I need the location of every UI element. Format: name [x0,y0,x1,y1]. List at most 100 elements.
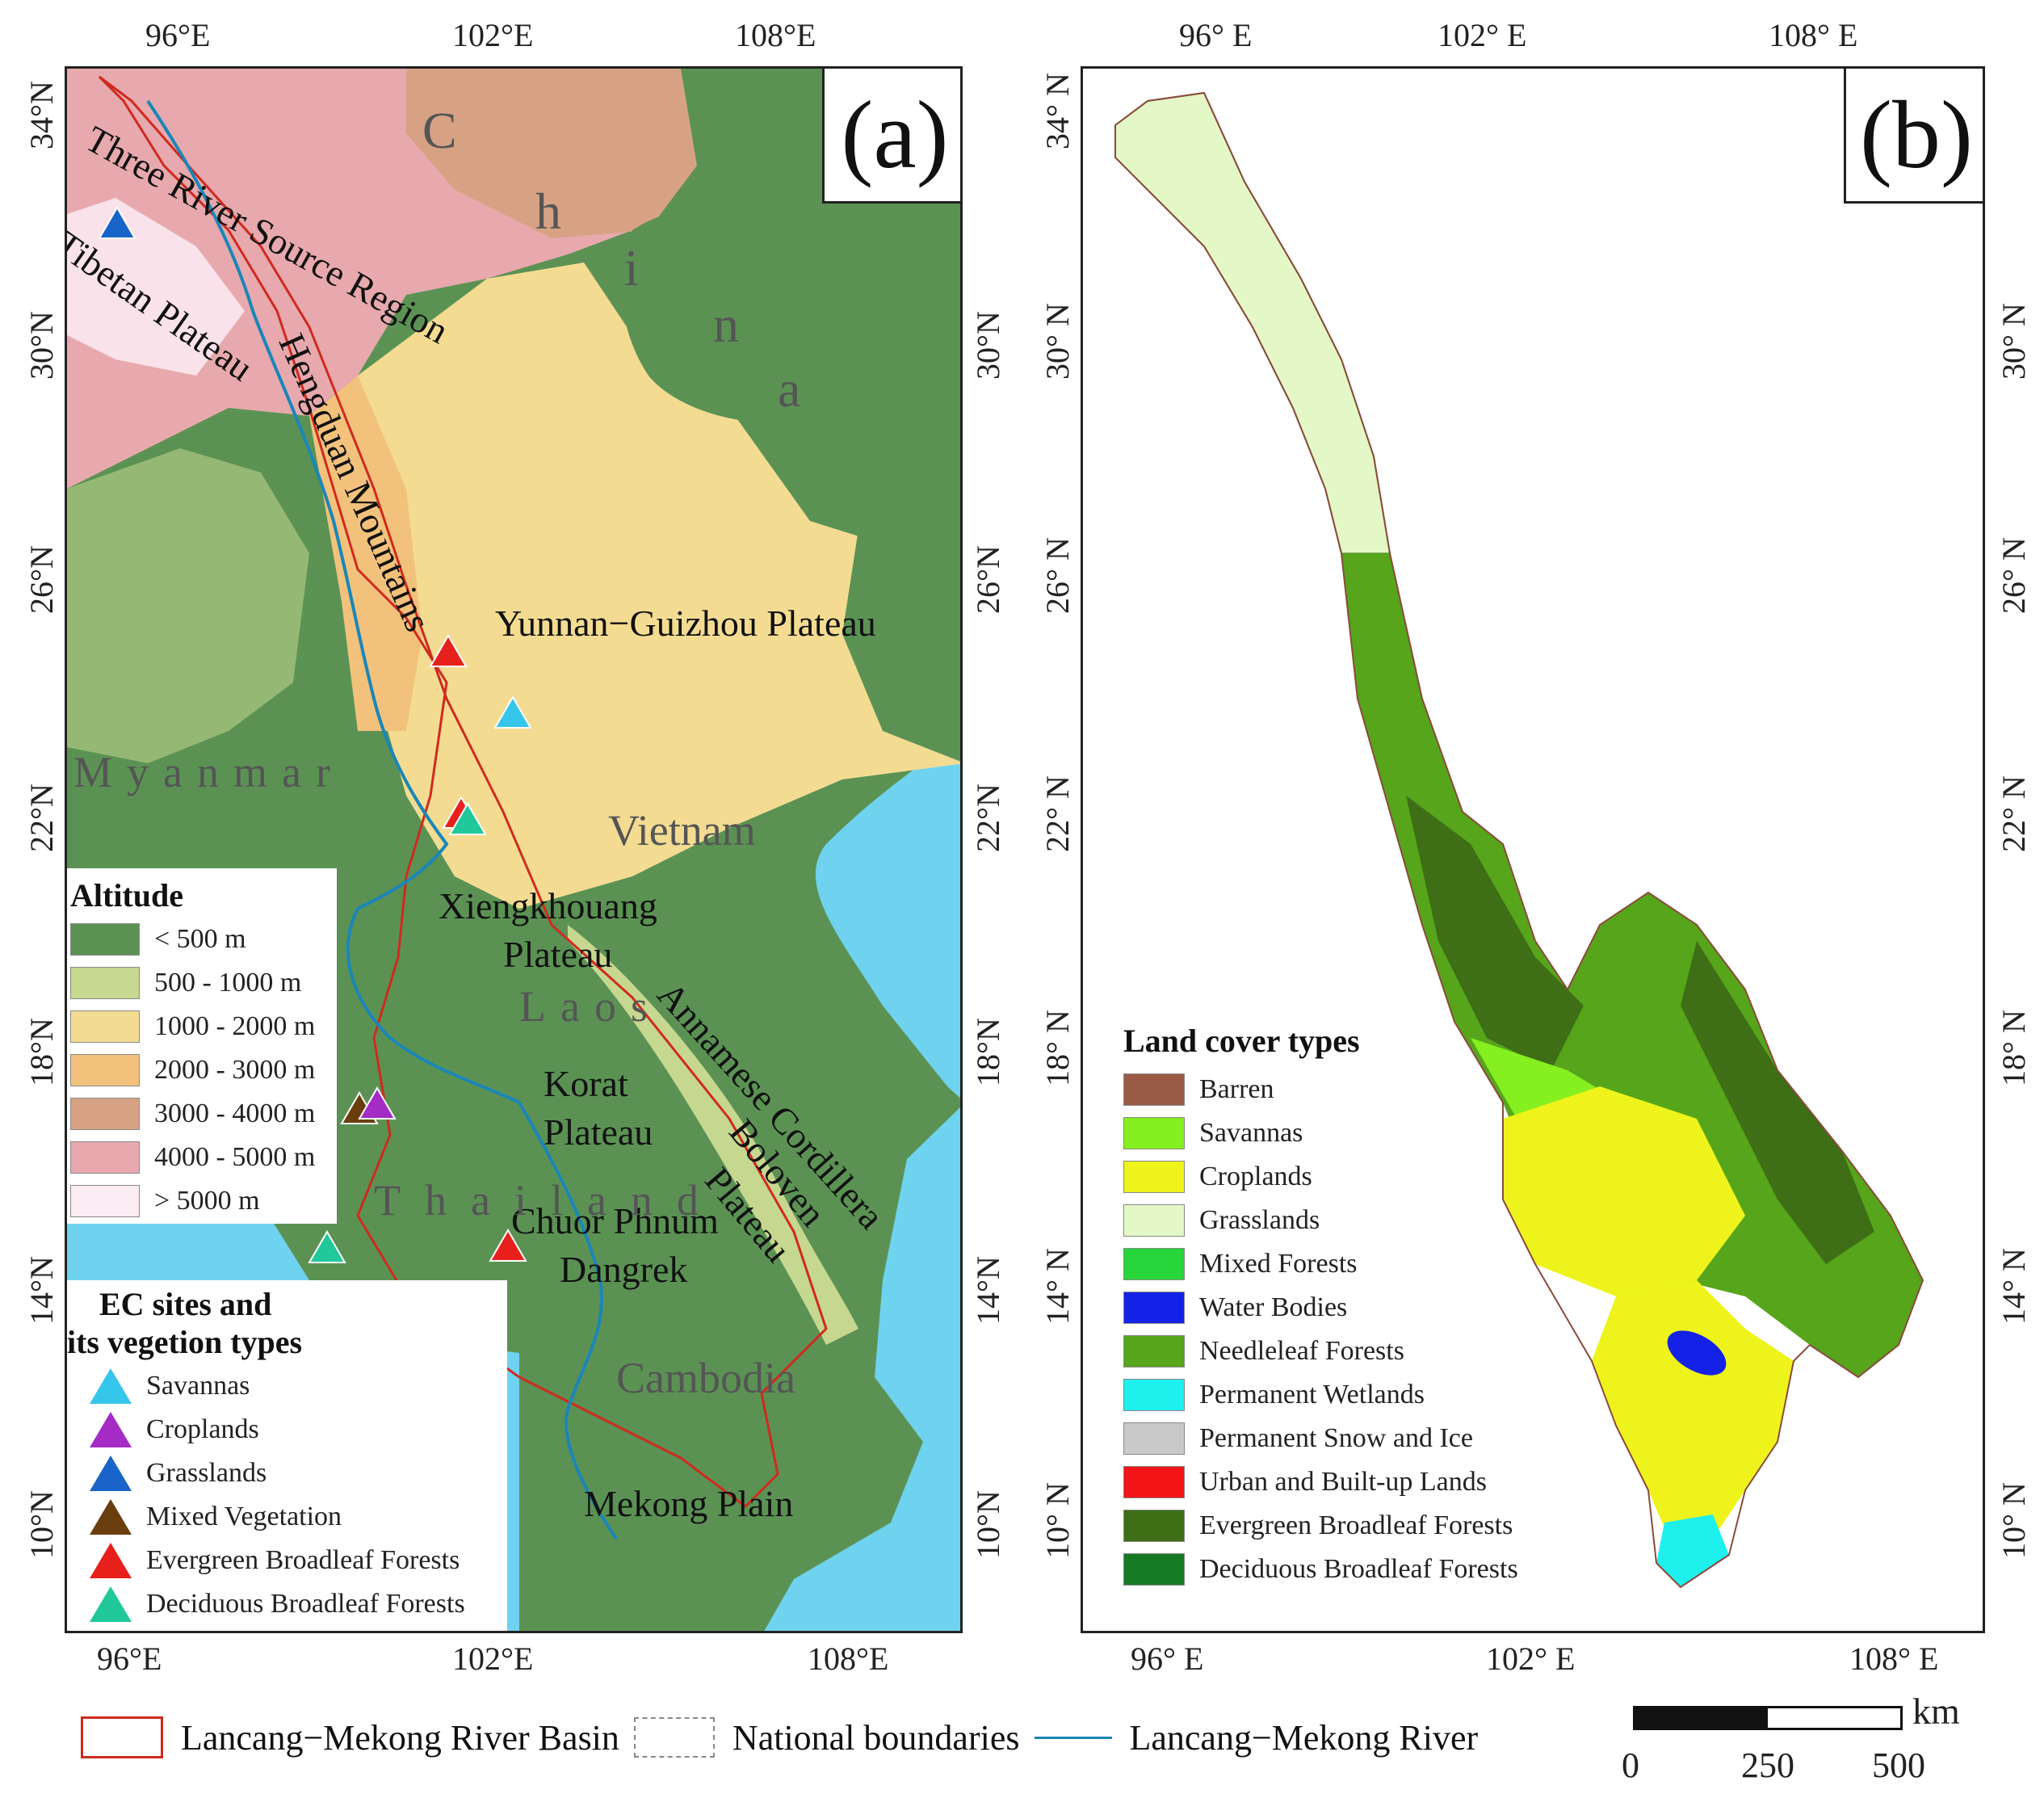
land-cover-legend-items: Barren Savannas Croplands Grasslands Mixed F… [1123,1068,1640,1591]
ec-legend-items: Savannas Croplands Grasslands Mixed Vegetat… [67,1364,507,1626]
east-green [842,409,960,762]
ec-legend-label: Grasslands [146,1458,267,1488]
panel-b-map: Land cover types Barren Savannas Croplands… [1081,66,1985,1633]
b-bottom-lon-102: 102° E [1486,1640,1576,1677]
label-yunnan-guizhou-plateau: Yunnan−Guizhou Plateau [495,603,876,644]
b-right-lat-10: 10° N [1996,1482,2032,1559]
triangle-icon [90,1586,132,1622]
altitude-swatch [70,1010,140,1043]
b-left-lat-26: 26° N [1039,537,1076,614]
altitude-legend-label: > 5000 m [154,1186,260,1216]
land-cover-swatch [1123,1117,1185,1149]
ec-site-croplands-1 [358,1086,397,1120]
altitude-legend-label: < 500 m [154,924,246,954]
ec-legend-row: Evergreen Broadleaf Forests [67,1539,507,1582]
a-right-lat-10: 10°N [970,1490,1006,1559]
a-right-lat-30: 30°N [970,311,1006,380]
a-left-lat-10: 10°N [23,1490,60,1559]
ec-legend-row: Savannas [67,1364,507,1408]
panel-a-map: Three River Source Region Tibetan Platea… [65,66,963,1633]
altitude-swatch [70,1185,140,1217]
ec-site-deciduous-2 [308,1230,346,1263]
ec-legend-row: Grasslands [67,1451,507,1495]
label-xiengkhouang-plateau: Plateau [503,934,613,975]
altitude-legend-title: Altitude [70,877,183,914]
altitude-legend-label: 500 - 1000 m [154,968,302,998]
b-top-lon-102: 102° E [1438,17,1527,53]
a-top-lon-96: 96°E [145,17,211,53]
triangle-icon [90,1412,132,1447]
altitude-legend-label: 4000 - 5000 m [154,1142,316,1172]
ec-legend-row: Croplands [67,1408,507,1451]
altitude-legend-row: < 500 m [70,918,337,961]
ec-site-savannas [493,695,532,729]
river-swatch [1034,1736,1112,1739]
label-korat: Korat [544,1063,628,1104]
b-right-lat-14: 14° N [1996,1248,2032,1325]
snow-area [67,198,245,376]
land-cover-legend-label: Permanent Snow and Ice [1199,1423,1473,1453]
label-cambodia: Cambodia [616,1354,795,1402]
land-cover-swatch [1123,1073,1185,1106]
land-cover-legend-row: Permanent Wetlands [1123,1373,1640,1417]
land-cover-legend: Land cover types Barren Savannas Croplands… [1123,1022,1640,1603]
land-cover-legend-label: Permanent Wetlands [1199,1380,1425,1409]
ec-site-evergreen-1 [429,634,468,667]
a-left-lat-18: 18°N [23,1018,60,1086]
triangle-icon [90,1368,132,1404]
land-cover-swatch [1123,1553,1185,1586]
altitude-legend-label: 3000 - 4000 m [154,1099,316,1128]
ec-site-deciduous-1 [448,802,487,835]
land-cover-map [1114,91,1924,1589]
triangle-icon [90,1456,132,1491]
a-top-lon-108: 108°E [735,17,816,53]
altitude-swatch [70,1054,140,1086]
ec-legend-title-1: EC sites and [99,1286,272,1322]
scale-tick-0: 0 [1622,1745,1639,1785]
label-thailand: Thailand [374,1176,723,1225]
label-xiengkhouang: Xiengkhouang [439,885,657,926]
land-cover-legend-label: Water Bodies [1199,1292,1348,1322]
land-cover-swatch [1123,1204,1185,1237]
ec-site-evergreen-3 [489,1229,527,1262]
altitude-swatch [70,1141,140,1174]
altitude-legend-label: 2000 - 3000 m [154,1055,316,1085]
triangle-icon [90,1543,132,1578]
ec-legend-label: Croplands [146,1414,259,1444]
land-cover-swatch [1123,1510,1185,1542]
b-left-lat-34: 34° N [1039,73,1076,149]
land-cover-swatch [1123,1335,1185,1367]
river-legend-label: Lancang−Mekong River [1129,1717,1479,1758]
altitude-swatch [70,967,140,999]
ec-site-grasslands [98,206,136,239]
b-left-lat-30: 30° N [1039,303,1076,380]
scale-tick-250: 250 [1741,1745,1794,1785]
b-left-lat-10: 10° N [1039,1482,1076,1559]
korat-croplands [1503,1086,1745,1296]
b-right-lat-22: 22° N [1996,775,2032,852]
altitude-legend-row: 3000 - 4000 m [70,1092,337,1136]
delta-croplands [1592,1280,1794,1547]
altitude-legend: Altitude < 500 m 500 - 1000 m 1000 - 2000 … [67,868,337,1224]
land-cover-legend-row: Needleleaf Forests [1123,1330,1640,1373]
scale-tick-500: 500 [1872,1745,1925,1785]
a-bottom-lon-102: 102°E [452,1640,534,1677]
altitude-legend-row: 1000 - 2000 m [70,1005,337,1048]
orange-band [309,376,422,731]
land-cover-legend-row: Mixed Forests [1123,1242,1640,1286]
altitude-legend-items: < 500 m 500 - 1000 m 1000 - 2000 m 2000 - 3… [70,918,337,1223]
a-left-lat-30: 30°N [23,311,60,380]
tonle-sap-lake [1667,1330,1727,1376]
land-cover-legend-row: Evergreen Broadleaf Forests [1123,1504,1640,1548]
ec-legend-label: Evergreen Broadleaf Forests [146,1545,460,1575]
b-right-lat-30: 30° N [1996,303,2032,380]
land-cover-legend-row: Urban and Built-up Lands [1123,1460,1640,1504]
ec-legend-label: Mixed Vegetation [146,1502,342,1531]
land-cover-legend-label: Croplands [1199,1162,1312,1191]
evergreen-east [1681,941,1874,1264]
brown-highland [406,69,697,238]
label-china-c: C [422,102,472,159]
annamese-range [568,925,858,1345]
a-right-lat-14: 14°N [970,1256,1006,1325]
scale-bar [1633,1706,1903,1730]
